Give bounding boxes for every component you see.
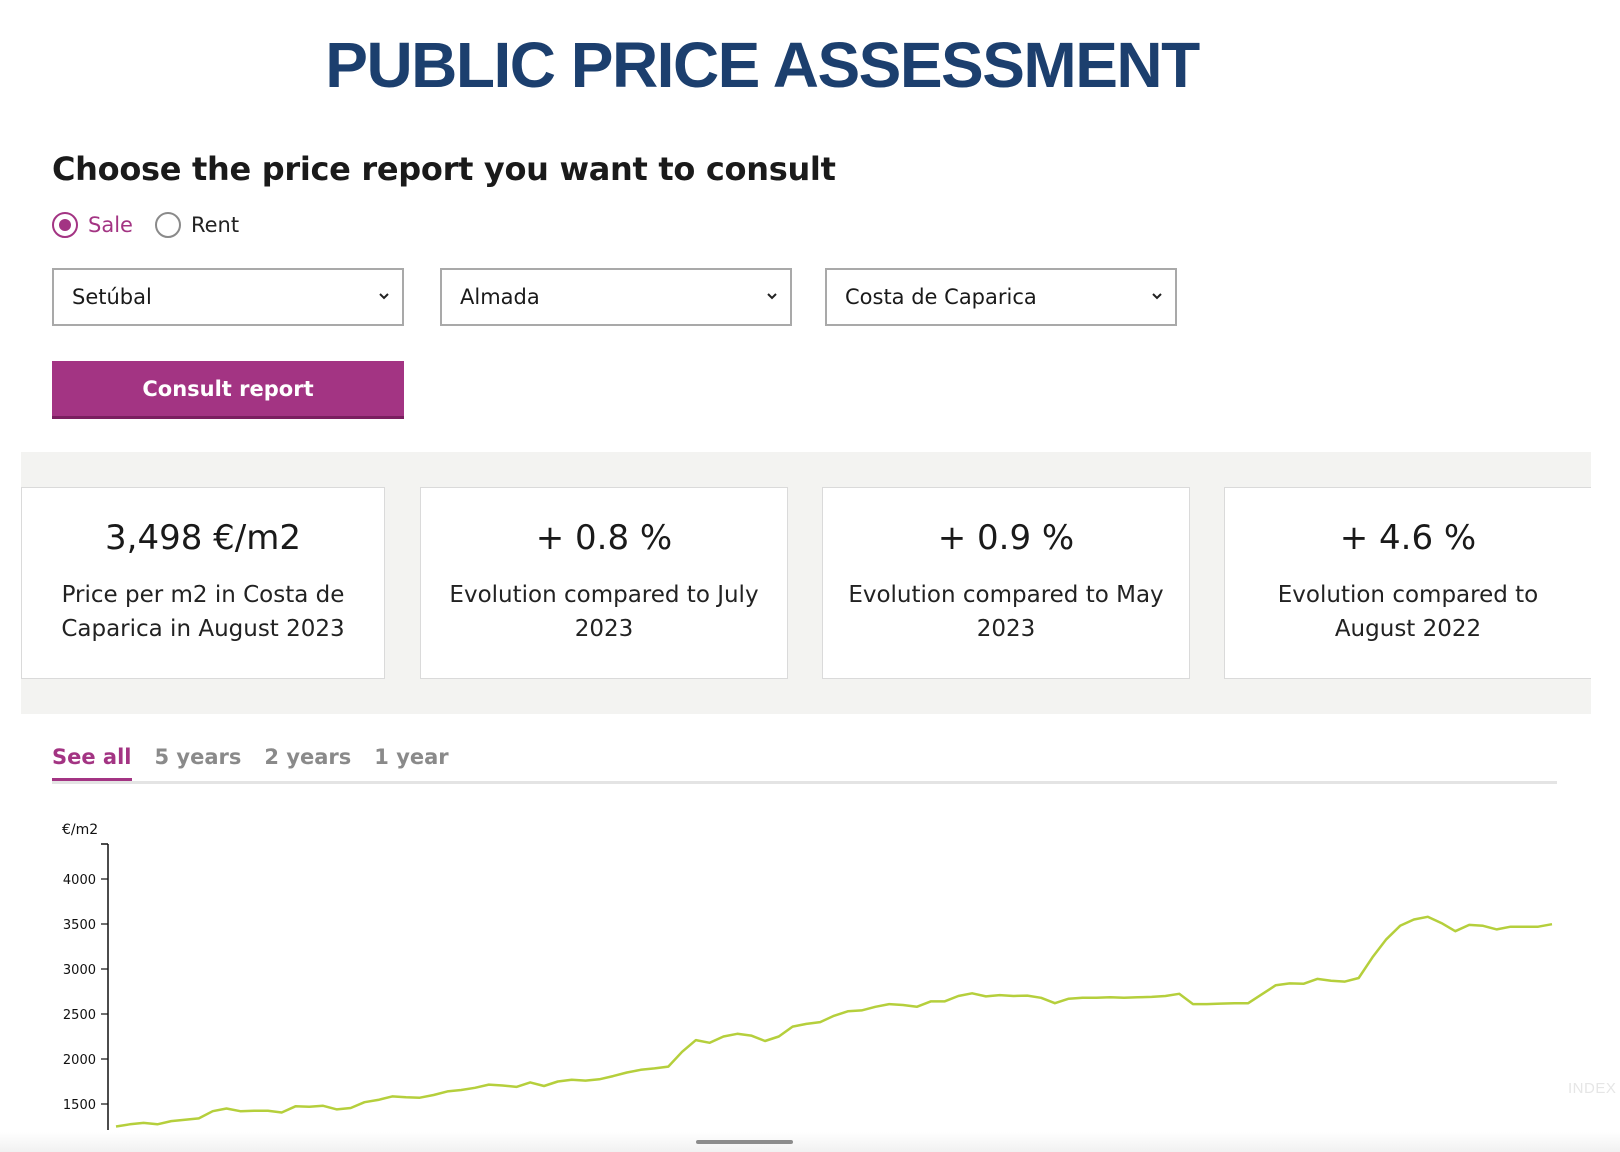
home-indicator[interactable] <box>696 1140 793 1144</box>
stat-description: Evolution compared to May 2023 <box>848 582 1164 642</box>
y-tick-label: 2500 <box>63 1008 96 1023</box>
parish-select[interactable]: Costa de Caparica <box>825 268 1177 326</box>
radio-sale-circle[interactable] <box>52 212 78 238</box>
watermark-text: INDEX <box>1568 1080 1617 1097</box>
parish-select-value: Costa de Caparica <box>845 285 1037 309</box>
tabs-divider <box>52 781 1557 784</box>
district-select-value: Setúbal <box>72 285 152 309</box>
stat-value: + 0.8 % <box>535 518 673 558</box>
tab-1-year[interactable]: 1 year <box>374 745 449 769</box>
tab-5-years[interactable]: 5 years <box>154 745 242 769</box>
chevron-down-icon <box>767 293 777 300</box>
y-axis-label: €/m2 <box>62 822 98 838</box>
price-series-line <box>115 915 1553 1128</box>
chevron-down-icon <box>1152 293 1162 300</box>
chevron-down-icon <box>379 293 389 300</box>
tab-see-all[interactable]: See all <box>52 745 132 785</box>
tab-2-years[interactable]: 2 years <box>264 745 352 769</box>
radio-rent-label[interactable]: Rent <box>190 213 240 237</box>
bottom-bar <box>0 1132 1620 1152</box>
stat-description: Price per m2 in Costa de Caparica in Aug… <box>61 582 345 642</box>
period-tabs: See all 5 years 2 years 1 year <box>52 745 472 785</box>
stat-card-year: + 4.6 % Evolution compared to August 202… <box>1224 487 1591 679</box>
stat-value: + 4.6 % <box>1339 518 1477 558</box>
page-headline: PUBLIC PRICE ASSESSMENT <box>325 29 1200 101</box>
stat-description: Evolution compared to July 2023 <box>449 582 759 642</box>
radio-sale-label[interactable]: Sale <box>88 213 133 237</box>
radio-rent[interactable]: Rent <box>154 212 240 238</box>
form-title: Choose the price report you want to cons… <box>52 150 836 188</box>
y-tick-label: 1500 <box>63 1098 96 1113</box>
stat-card-quarter: + 0.9 % Evolution compared to May 2023 <box>822 487 1190 679</box>
y-axis: 1500 2000 2500 3000 3500 4000 <box>63 843 109 1130</box>
series-layer <box>115 915 1553 1128</box>
stat-value: + 0.9 % <box>937 518 1075 558</box>
consult-report-button[interactable]: Consult report <box>52 361 404 419</box>
y-tick-label: 3000 <box>63 963 96 978</box>
price-evolution-chart: €/m2 1500 2000 2500 3000 3500 4000 <box>62 822 1553 1130</box>
stat-card-price: 3,498 €/m2 Price per m2 in Costa de Capa… <box>21 487 385 679</box>
municipality-select[interactable]: Almada <box>440 268 792 326</box>
district-select[interactable]: Setúbal <box>52 268 404 326</box>
stat-value: 3,498 €/m2 <box>105 518 301 558</box>
municipality-select-value: Almada <box>460 285 540 309</box>
y-tick-label: 4000 <box>63 873 96 888</box>
radio-sale[interactable]: Sale <box>52 212 133 238</box>
stat-card-month: + 0.8 % Evolution compared to July 2023 <box>420 487 788 679</box>
radio-rent-circle[interactable] <box>154 212 181 238</box>
stat-description: Evolution compared to August 2022 <box>1277 582 1539 642</box>
y-tick-label: 3500 <box>63 918 96 933</box>
operation-radio-group: Sale Rent <box>52 212 261 238</box>
y-tick-label: 2000 <box>63 1053 96 1068</box>
